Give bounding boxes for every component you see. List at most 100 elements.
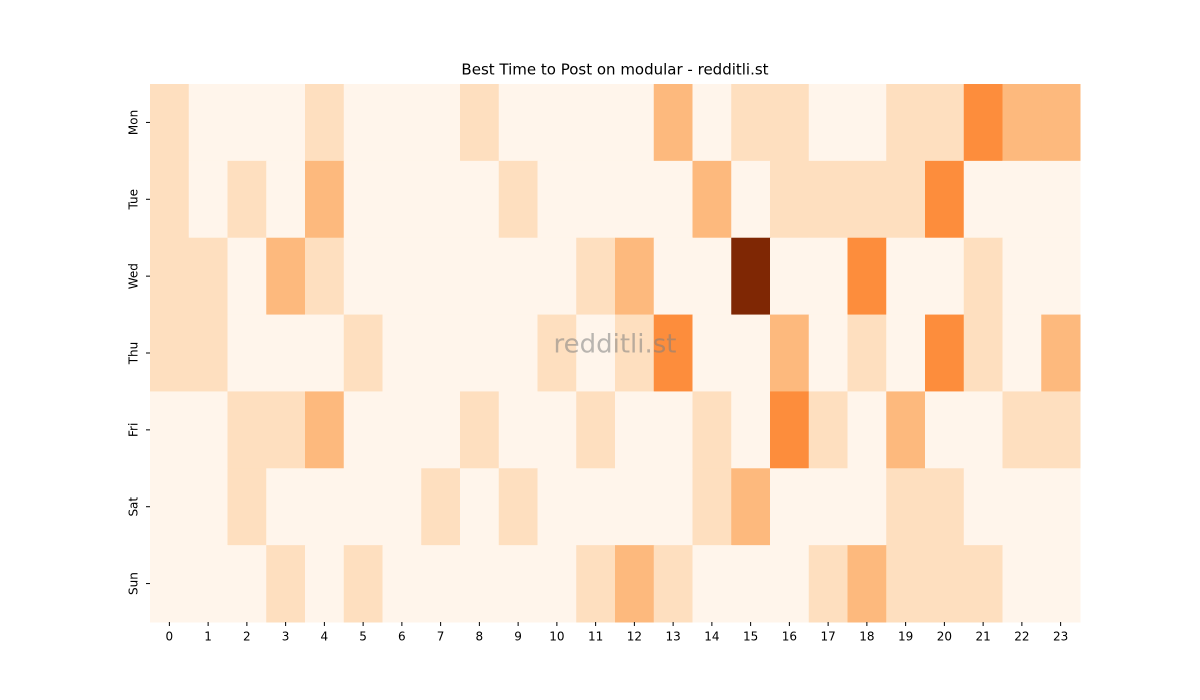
- heat-cell: [770, 545, 810, 623]
- heat-cell: [421, 391, 461, 469]
- heat-cell: [343, 84, 383, 162]
- heat-cell: [266, 84, 306, 162]
- heat-cell: [266, 391, 306, 469]
- heat-cell: [421, 468, 461, 546]
- y-tick-label: Wed: [127, 263, 141, 289]
- x-tick-label: 2: [243, 630, 251, 644]
- heat-cell: [343, 237, 383, 316]
- heat-cell: [1002, 237, 1042, 316]
- y-tick-label: Sat: [127, 497, 141, 517]
- x-tick-label: 4: [321, 630, 329, 644]
- heat-cell: [1002, 391, 1042, 469]
- heat-cell: [808, 545, 848, 623]
- heat-cell: [150, 84, 190, 162]
- heat-cell: [498, 545, 538, 623]
- heat-cell: [498, 84, 538, 162]
- heat-cell: [770, 160, 810, 239]
- heat-cell: [925, 391, 965, 469]
- x-tick-label: 6: [398, 630, 406, 644]
- x-tick-label: 7: [437, 630, 445, 644]
- heat-cell: [963, 391, 1003, 469]
- heat-cell: [460, 160, 500, 239]
- heat-cell: [305, 160, 345, 239]
- heat-cell: [343, 545, 383, 623]
- heat-cell: [653, 545, 693, 623]
- x-tick-label: 12: [627, 630, 642, 644]
- heat-cell: [808, 237, 848, 316]
- heat-cell: [150, 237, 190, 316]
- heat-cell: [421, 237, 461, 316]
- heat-cell: [498, 314, 538, 392]
- heat-cell: [266, 237, 306, 316]
- x-tick-label: 22: [1014, 630, 1029, 644]
- heat-cell: [305, 237, 345, 316]
- heat-cell: [227, 160, 267, 239]
- heat-cell: [1041, 84, 1081, 162]
- heat-cell: [808, 468, 848, 546]
- heat-cell: [305, 84, 345, 162]
- heat-cell: [150, 314, 190, 392]
- heat-cell: [808, 391, 848, 469]
- heat-cell: [576, 545, 616, 623]
- heat-cell: [692, 545, 732, 623]
- x-tick-label: 1: [204, 630, 212, 644]
- heat-cell: [692, 84, 732, 162]
- heat-cell: [421, 314, 461, 392]
- heat-cell: [770, 391, 810, 469]
- heat-cell: [498, 391, 538, 469]
- heat-cell: [692, 391, 732, 469]
- heat-cell: [188, 391, 228, 469]
- heat-cell: [227, 84, 267, 162]
- heat-cell: [1002, 160, 1042, 239]
- x-tick-label: 3: [282, 630, 290, 644]
- heat-cell: [343, 468, 383, 546]
- heat-cell: [925, 237, 965, 316]
- heat-cell: [615, 314, 655, 392]
- heat-cell: [576, 468, 616, 546]
- heat-cell: [886, 160, 926, 239]
- heat-cell: [963, 468, 1003, 546]
- heat-cell: [808, 314, 848, 392]
- heat-cell: [460, 314, 500, 392]
- heat-cell: [1041, 391, 1081, 469]
- x-tick-label: 14: [704, 630, 719, 644]
- heat-cell: [692, 237, 732, 316]
- heat-cell: [886, 545, 926, 623]
- heat-cell: [886, 237, 926, 316]
- heat-cell: [576, 84, 616, 162]
- x-tick-label: 10: [549, 630, 564, 644]
- heat-cell: [1041, 545, 1081, 623]
- heat-cell: [421, 84, 461, 162]
- heat-cell: [576, 391, 616, 469]
- heat-cell: [227, 314, 267, 392]
- heat-cell: [460, 545, 500, 623]
- heat-cell: [150, 468, 190, 546]
- heat-cell: [847, 468, 887, 546]
- heat-cell: [615, 160, 655, 239]
- x-tick-label: 17: [820, 630, 835, 644]
- heat-cell: [266, 468, 306, 546]
- heat-cell: [188, 84, 228, 162]
- heat-cell: [925, 545, 965, 623]
- heat-cell: [537, 314, 577, 392]
- heat-cell: [188, 545, 228, 623]
- heat-cell: [305, 391, 345, 469]
- heat-cell: [770, 468, 810, 546]
- y-tick-label: Tue: [127, 189, 141, 211]
- heat-cell: [731, 160, 771, 239]
- heat-cell: [886, 468, 926, 546]
- heat-cell: [847, 84, 887, 162]
- heat-cell: [421, 160, 461, 239]
- heat-cell: [731, 314, 771, 392]
- x-tick-label: 16: [782, 630, 797, 644]
- heat-cell: [266, 545, 306, 623]
- heat-cell: [653, 391, 693, 469]
- heat-cell: [460, 468, 500, 546]
- heat-cell: [305, 314, 345, 392]
- heat-cell: [1041, 237, 1081, 316]
- heat-cell: [537, 545, 577, 623]
- heat-cell: [692, 160, 732, 239]
- heat-cell: [925, 314, 965, 392]
